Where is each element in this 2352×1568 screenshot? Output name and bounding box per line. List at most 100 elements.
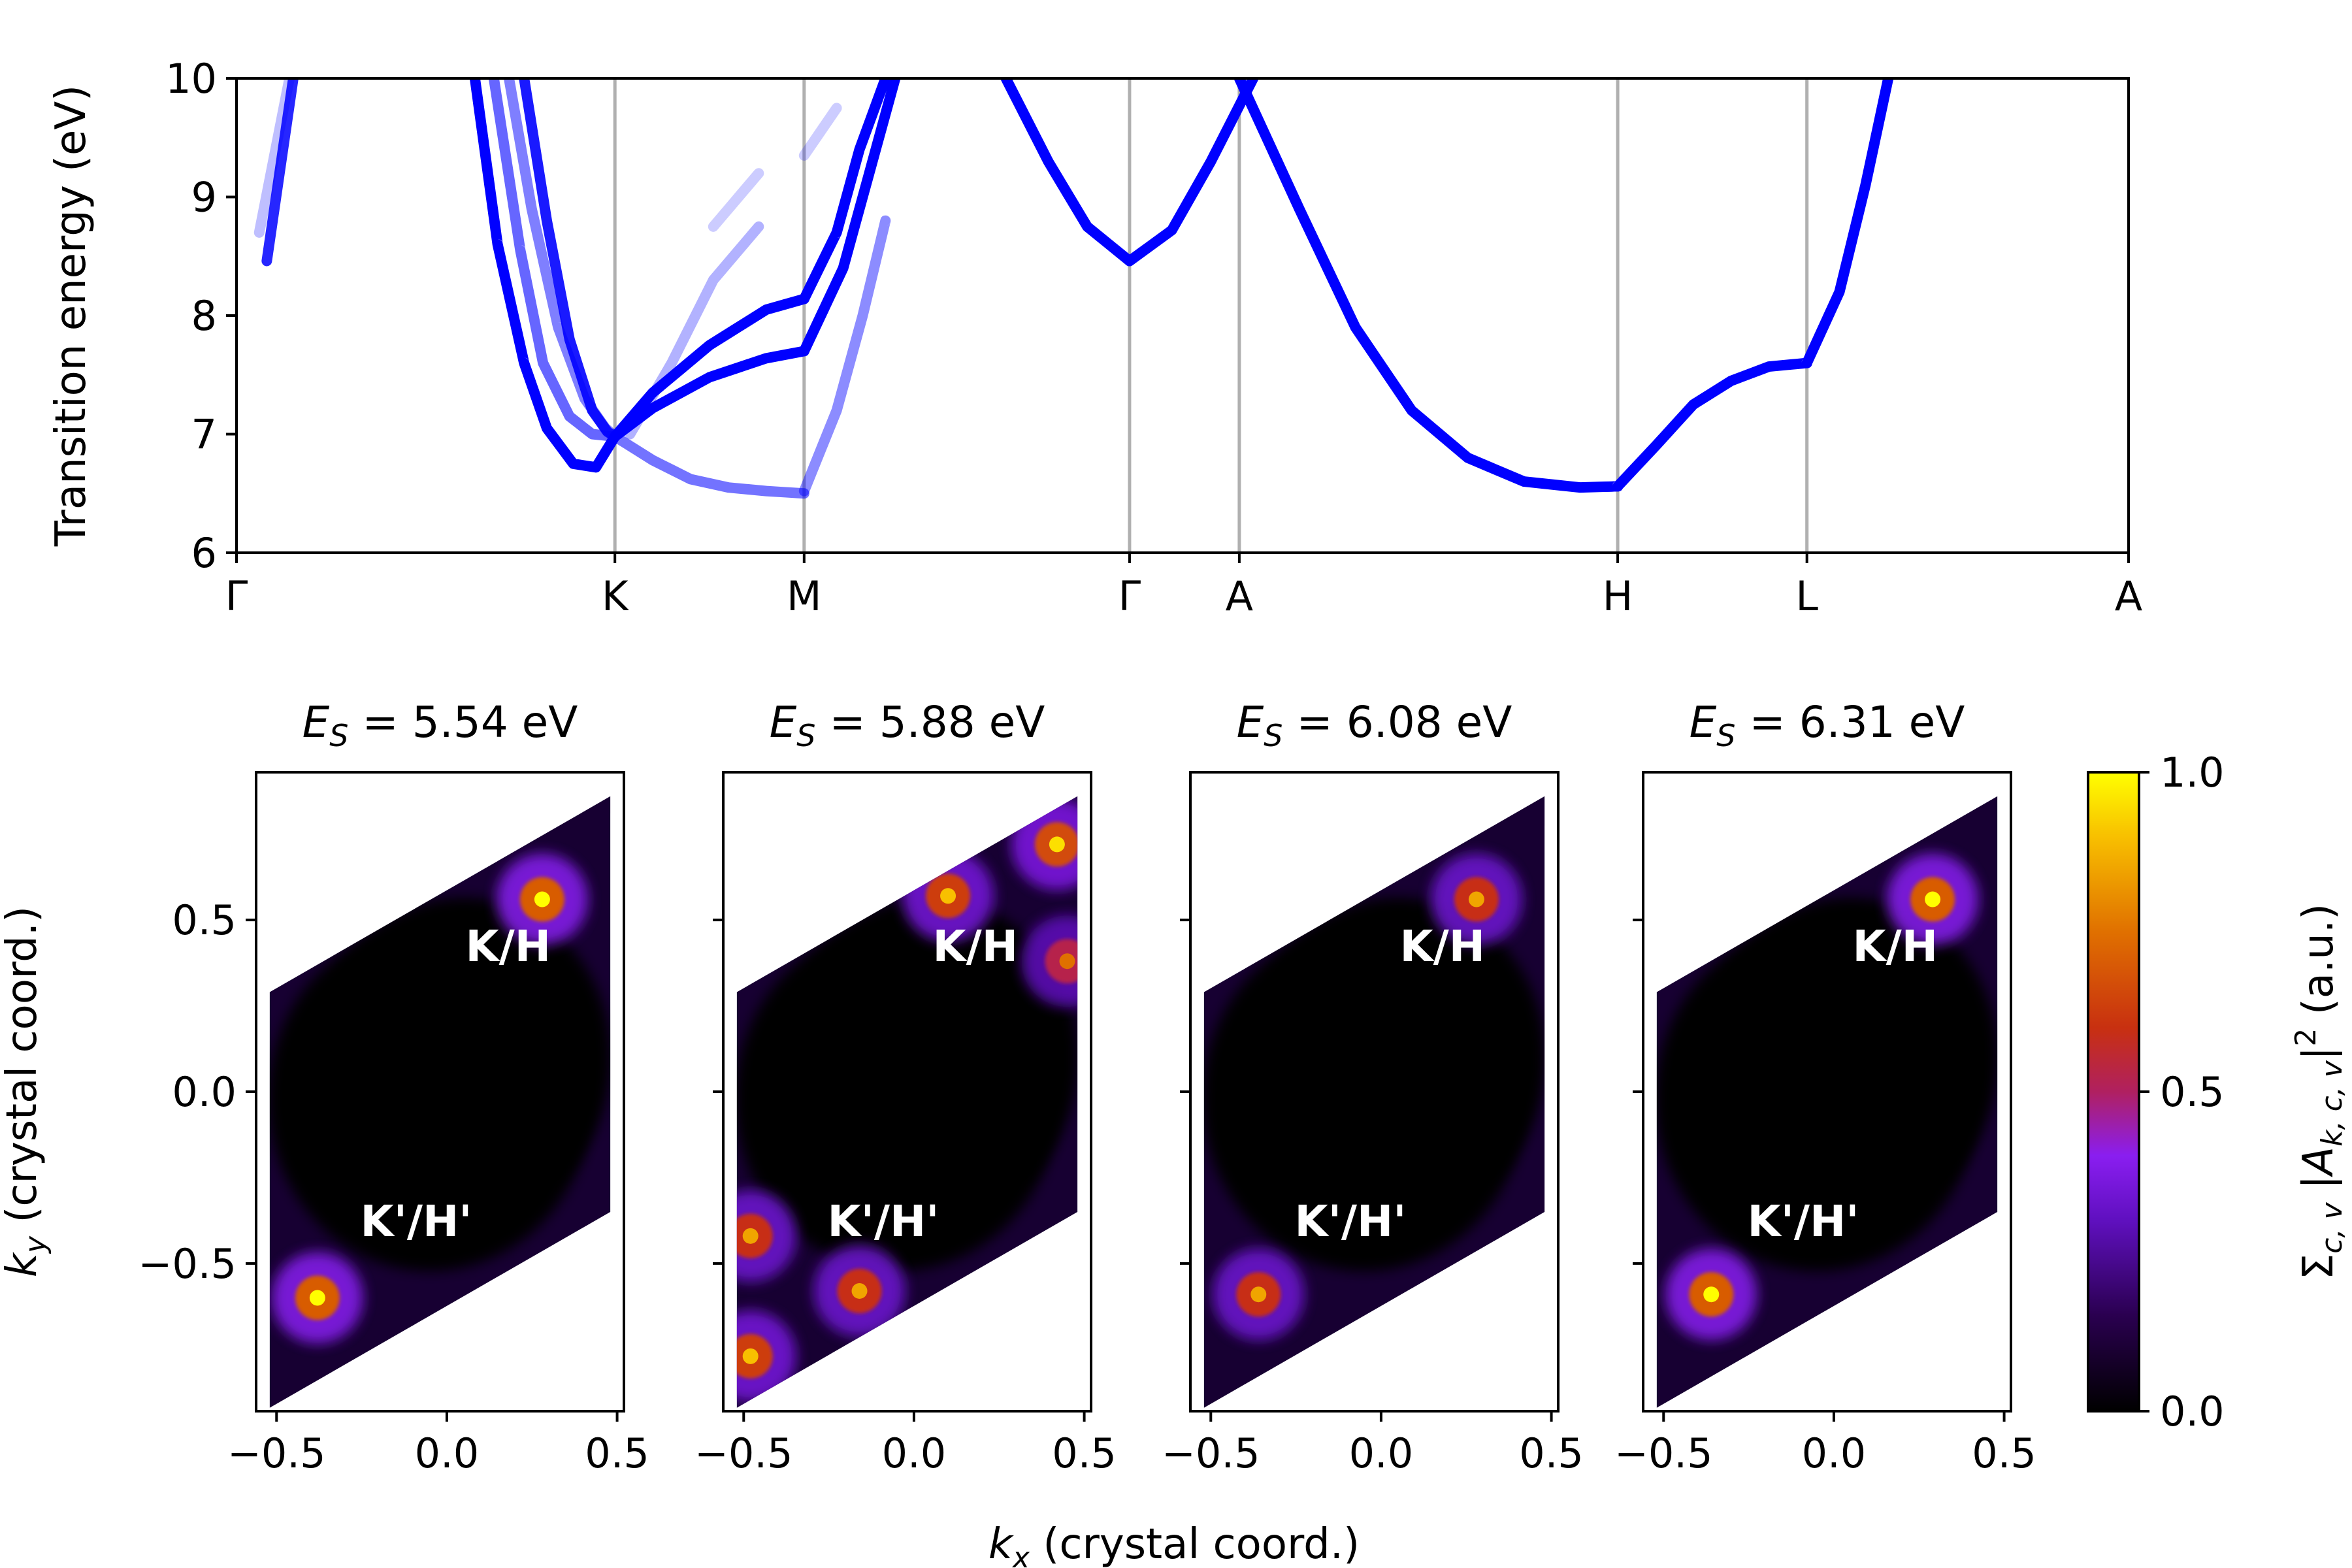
band-curve xyxy=(798,78,901,357)
panel-x-axis-label: kx (crystal coord.) xyxy=(988,1520,1360,1568)
panel-title: ES = 5.88 eV xyxy=(770,697,1045,753)
panel-title: ES = 6.08 eV xyxy=(1237,697,1512,753)
band-curve xyxy=(488,78,621,442)
panel-title-subscript: S xyxy=(329,718,348,753)
band-curve xyxy=(1233,78,1624,493)
weight-peak xyxy=(851,1282,868,1299)
panel-title: ES = 6.31 eV xyxy=(1690,697,1965,753)
panel-x-tick-label: −0.5 xyxy=(227,1429,326,1477)
bz-dark-core xyxy=(316,897,611,1217)
panel-x-tick-label: −0.5 xyxy=(694,1429,793,1477)
band-y-axis-label: Transition energy (eV) xyxy=(47,85,95,547)
band-curve xyxy=(610,293,809,442)
panel-title: ES = 5.54 eV xyxy=(302,697,578,753)
panel-y-tick-label: 0.0 xyxy=(172,1068,237,1116)
weight-peak xyxy=(1925,891,1941,907)
panel-y-axis-label: ky (crystal coord.) xyxy=(0,906,52,1277)
panel-x-tick-label: 0.0 xyxy=(415,1429,480,1477)
panel-title-subscript: S xyxy=(796,718,815,753)
band-x-tick-label: H xyxy=(1603,572,1633,620)
weight-peak xyxy=(1250,1286,1267,1303)
band-curve xyxy=(1124,78,1259,267)
weight-peak xyxy=(742,1348,759,1364)
band-curve xyxy=(708,168,764,232)
band-x-tick-label: L xyxy=(1795,572,1818,620)
band-y-tick-label: 8 xyxy=(191,292,217,340)
panel-x-tick-label: 0.0 xyxy=(882,1429,947,1477)
panel-y-tick-label: 0.5 xyxy=(172,896,237,944)
band-x-tick-label: Γ xyxy=(225,572,248,620)
panel-x-tick-label: 0.0 xyxy=(1802,1429,1867,1477)
panel-x-tick-label: 0.5 xyxy=(585,1429,649,1477)
weight-peak xyxy=(1049,836,1065,853)
panel-title-value: = 6.08 eV xyxy=(1282,697,1512,747)
valley-label-k: K/H xyxy=(1853,921,1938,972)
valley-label-k: K/H xyxy=(933,921,1019,972)
weight-peak xyxy=(534,891,550,907)
band-x-tick-label: Γ xyxy=(1119,572,1141,620)
bz-content xyxy=(1203,796,1545,1408)
band-curve xyxy=(253,78,295,238)
k-space-panel: K/H K'/H' ES = 5.88 eV −0.5 0.0 0.5 xyxy=(694,697,1117,1477)
band-curve xyxy=(1000,78,1135,267)
valley-label-kprime: K'/H' xyxy=(1295,1196,1407,1247)
band-curve xyxy=(261,78,299,267)
panel-title-symbol: E xyxy=(1237,697,1264,747)
panel-x-tick-label: 0.5 xyxy=(1972,1429,2036,1477)
weight-peak xyxy=(742,1228,759,1244)
band-curve xyxy=(1612,357,1812,492)
band-curve xyxy=(469,78,621,473)
band-x-tick-label: M xyxy=(787,572,822,620)
band-curve xyxy=(610,346,809,442)
exciton-weight-panels: K/HK'/H'ES = 5.54 eV−0.5 0.0 0.5−0.50.00.5… xyxy=(138,697,2036,1477)
bz-content xyxy=(1656,796,1998,1408)
panel-title-subscript: S xyxy=(1716,718,1735,753)
band-curve xyxy=(519,78,621,442)
colorbar-label: Σc, v |Ak, c, v|2 (a.u.) xyxy=(2289,904,2349,1280)
panel-x-tick-label: 0.5 xyxy=(1519,1429,1584,1477)
colorbar-scale xyxy=(2088,772,2139,1411)
weight-peak xyxy=(1059,953,1075,970)
bz-content xyxy=(736,796,1078,1408)
panel-x-tick-label: 0.0 xyxy=(1349,1429,1414,1477)
colorbar-tick-label: 1.0 xyxy=(2160,749,2225,796)
colorbar-tick-label: 0.5 xyxy=(2160,1068,2225,1116)
panel-title-symbol: E xyxy=(302,697,330,747)
k-space-panel: K/H K'/H' ES = 5.54 eV −0.5 0.0 0.5 −0.5 0.0 0.5 xyxy=(138,697,649,1477)
panel-x-tick-label: −0.5 xyxy=(1162,1429,1260,1477)
k-space-panel: K/H K'/H' ES = 6.31 eV −0.5 0.0 0.5 xyxy=(1614,697,2036,1477)
band-curve xyxy=(798,215,891,497)
panel-x-tick-label: −0.5 xyxy=(1614,1429,1713,1477)
k-space-panel: K/H K'/H' ES = 6.08 eV −0.5 0.0 0.5 xyxy=(1162,697,1584,1477)
panel-x-tick-label: 0.5 xyxy=(1052,1429,1117,1477)
bz-content xyxy=(269,796,611,1408)
band-y-ticks: 6 7 8 9 10 xyxy=(165,55,237,577)
valley-label-k: K/H xyxy=(466,921,551,972)
panel-title-subscript: S xyxy=(1264,718,1282,753)
bz-dark-core xyxy=(1703,897,1998,1217)
band-curve xyxy=(1801,78,1894,368)
valley-label-kprime: K'/H' xyxy=(1748,1196,1859,1247)
panel-title-value: = 5.88 eV xyxy=(815,697,1045,747)
weight-peak xyxy=(309,1290,325,1306)
valley-label-kprime: K'/H' xyxy=(361,1196,472,1247)
valley-label-kprime: K'/H' xyxy=(828,1196,939,1247)
panel-title-symbol: E xyxy=(1690,697,1717,747)
colorbar-ticks: 0.0 0.5 1.0 xyxy=(2139,749,2225,1435)
panel-title-symbol: E xyxy=(770,697,797,747)
high-symmetry-lines xyxy=(613,78,1809,553)
panel-y-tick-label: −0.5 xyxy=(138,1240,237,1288)
band-x-tick-label: K xyxy=(602,572,629,620)
bz-dark-core xyxy=(1250,897,1545,1217)
panel-title-value: = 6.31 eV xyxy=(1735,697,1965,747)
panel-title-value: = 5.54 eV xyxy=(348,697,578,747)
colorbar-tick-label: 0.0 xyxy=(2160,1388,2225,1435)
weight-peak xyxy=(940,888,956,904)
transition-energy-curves xyxy=(253,78,1894,499)
band-x-tick-label: A xyxy=(2115,572,2142,620)
band-structure-plot: 6 7 8 9 10 Γ K M Γ A H L A Transition energy (eV) xyxy=(47,55,2142,620)
band-curve xyxy=(610,431,809,499)
band-y-tick-label: 10 xyxy=(165,55,217,103)
